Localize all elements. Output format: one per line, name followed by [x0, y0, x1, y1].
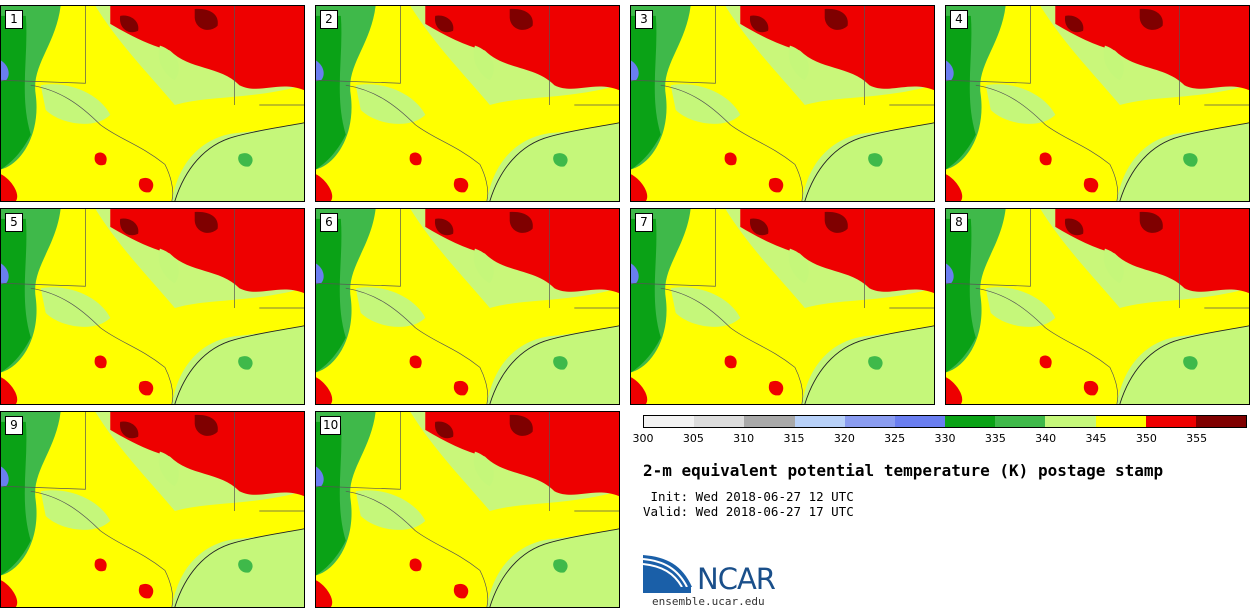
ensemble-member-panel: 5	[0, 208, 305, 405]
theta-e-map	[316, 209, 619, 404]
ensemble-member-panel: 9	[0, 411, 305, 608]
colorbar-tick-label: 350	[1135, 432, 1157, 445]
colorbar-tick-label: 300	[632, 432, 654, 445]
member-number: 4	[950, 10, 968, 29]
colorbar-segment	[1095, 416, 1146, 427]
colorbar-segment	[945, 416, 996, 427]
colorbar-segment	[644, 416, 695, 427]
theta-e-map	[316, 6, 619, 201]
ncar-logo-icon	[642, 555, 692, 593]
theta-e-map	[316, 412, 619, 607]
colorbar-segment	[1195, 416, 1247, 427]
colorbar-segment	[744, 416, 795, 427]
colorbar-segment	[995, 416, 1046, 427]
ensemble-member-panel: 6	[315, 208, 620, 405]
logo-url: ensemble.ucar.edu	[652, 595, 765, 608]
colorbar-tick-label: 335	[984, 432, 1006, 445]
colorbar-tick-label: 330	[934, 432, 956, 445]
ensemble-member-panel: 1	[0, 5, 305, 202]
colorbar-tick-label: 315	[783, 432, 805, 445]
colorbar-segment	[1145, 416, 1196, 427]
colorbar	[643, 415, 1247, 428]
colorbar-tick-label: 355	[1186, 432, 1208, 445]
member-number: 3	[635, 10, 653, 29]
colorbar-tick-label: 325	[884, 432, 906, 445]
theta-e-map	[1, 6, 304, 201]
ensemble-member-panel: 10	[315, 411, 620, 608]
colorbar-ticks: 300 305 310 315 320 325 330 335 340 345 350 355	[633, 432, 1247, 446]
map-title: 2-m equivalent potential temperature (K)…	[643, 461, 1164, 480]
theta-e-map	[946, 209, 1249, 404]
member-number: 10	[320, 416, 342, 435]
member-number: 2	[320, 10, 338, 29]
member-number: 1	[5, 10, 23, 29]
theta-e-map	[946, 6, 1249, 201]
colorbar-segment	[1045, 416, 1096, 427]
colorbar-tick-label: 320	[833, 432, 855, 445]
member-number: 7	[635, 213, 653, 232]
colorbar-segment	[794, 416, 845, 427]
colorbar-tick-label: 310	[733, 432, 755, 445]
init-time: Init: Wed 2018-06-27 12 UTC	[643, 489, 854, 504]
theta-e-map	[1, 209, 304, 404]
colorbar-segment	[694, 416, 745, 427]
member-number: 5	[5, 213, 23, 232]
theta-e-map	[631, 209, 934, 404]
ensemble-member-panel: 3	[630, 5, 935, 202]
colorbar-tick-label: 340	[1035, 432, 1057, 445]
member-number: 6	[320, 213, 338, 232]
ensemble-member-panel: 2	[315, 5, 620, 202]
colorbar-segment	[844, 416, 895, 427]
ensemble-member-panel: 7	[630, 208, 935, 405]
logo-text: NCAR	[697, 562, 776, 596]
valid-time: Valid: Wed 2018-06-27 17 UTC	[643, 504, 854, 519]
member-number: 8	[950, 213, 968, 232]
theta-e-map	[1, 412, 304, 607]
ensemble-member-panel: 4	[945, 5, 1250, 202]
member-number: 9	[5, 416, 23, 435]
colorbar-segment	[894, 416, 946, 427]
colorbar-tick-label: 305	[682, 432, 704, 445]
theta-e-map	[631, 6, 934, 201]
ensemble-member-panel: 8	[945, 208, 1250, 405]
colorbar-tick-label: 345	[1085, 432, 1107, 445]
